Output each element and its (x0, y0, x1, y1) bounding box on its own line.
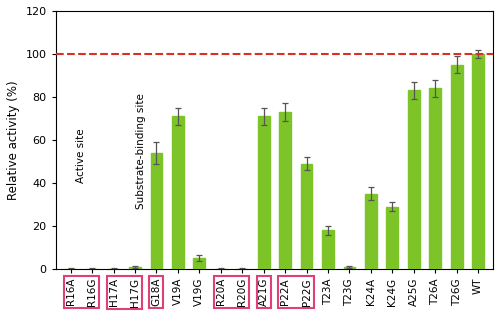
Bar (365, 194, 376, 269)
Bar (172, 116, 184, 269)
Bar (150, 153, 162, 269)
Bar (300, 164, 312, 269)
Bar (279, 112, 291, 269)
Bar (258, 116, 270, 269)
Bar (408, 90, 420, 269)
Bar (450, 65, 462, 269)
Bar (472, 54, 484, 269)
Bar (386, 207, 398, 269)
Bar (194, 258, 205, 269)
Text: Substrate-binding site: Substrate-binding site (136, 93, 146, 209)
Bar (430, 88, 441, 269)
Text: Active site: Active site (76, 128, 86, 183)
Bar (129, 267, 141, 269)
Y-axis label: Relative activity (%): Relative activity (%) (7, 80, 20, 200)
Bar (322, 230, 334, 269)
Bar (344, 267, 355, 269)
